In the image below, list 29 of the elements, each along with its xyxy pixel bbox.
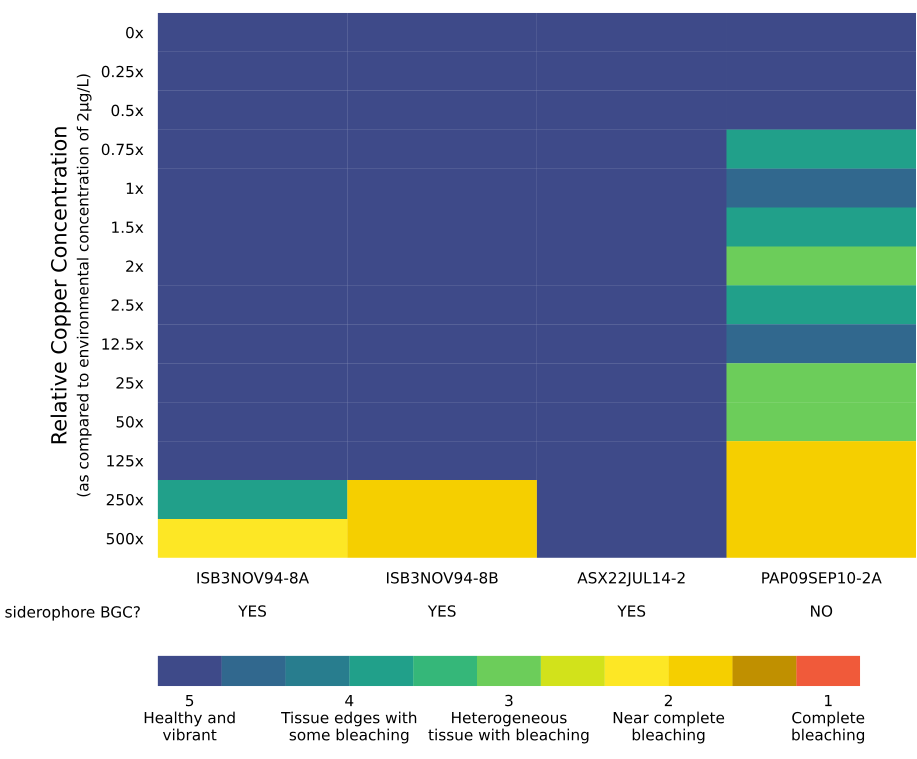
text: NO <box>811 605 832 617</box>
y-tick-label: 0.5x <box>112 104 144 116</box>
text: YES <box>617 605 646 617</box>
x-tick-label: ASX22JUL14-2 <box>577 572 685 586</box>
color-bar-label: 2 Near complete bleaching <box>614 694 724 744</box>
color-bar-label: 5 Healthy and vibrant <box>144 694 235 741</box>
y-tick-label: 125x <box>107 455 144 467</box>
text: YES <box>428 605 456 617</box>
y-tick-label: 0.25x <box>102 66 144 78</box>
y-tick-label: 1x <box>126 182 144 194</box>
y-tick-label: 25x <box>116 377 144 389</box>
text: siderophore BGC? <box>5 606 140 621</box>
color-bar-label: 3 Heterogeneous tissue with bleaching <box>428 694 588 744</box>
y-axis-title: Relative Copper Concentration (as compared to environmental concentration of 2μg/L) <box>50 74 92 496</box>
y-tick-label: 2x <box>126 260 144 272</box>
y-tick-label: 0x <box>126 26 144 38</box>
y-tick-label: 2.5x <box>112 299 144 311</box>
y-tick-label: 50x <box>116 416 144 428</box>
y-tick-label: 0.75x <box>102 144 144 156</box>
color-bar-label: 4 Tissue edges with some bleaching <box>281 694 416 744</box>
x-tick-label: ISB3NOV94-8B <box>387 572 498 584</box>
y-tick-label: 12.5x <box>102 338 144 350</box>
y-tick-label: 1.5x <box>112 222 144 234</box>
x-tick-label: ISB3NOV94-8A <box>197 572 309 584</box>
y-tick-label: 250x <box>106 494 144 506</box>
text: YES <box>238 605 266 617</box>
y-tick-label: 500x <box>106 532 144 544</box>
color-bar-label: 1 Complete bleaching <box>792 694 864 744</box>
x-tick-label: PAP09SEP10-2A <box>762 572 882 584</box>
